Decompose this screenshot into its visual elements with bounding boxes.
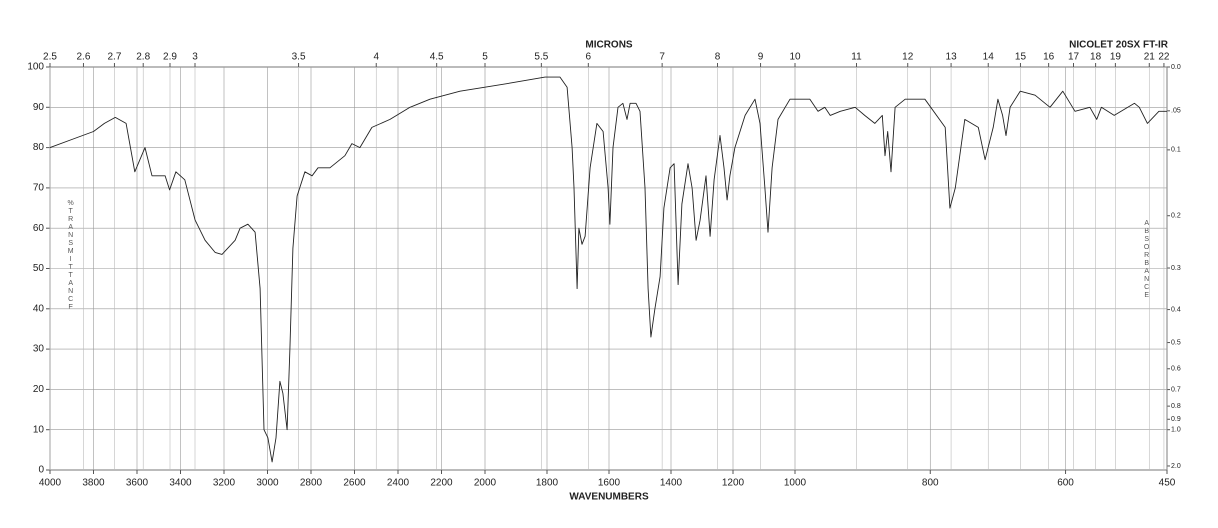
micron-tick-label: 13: [946, 52, 958, 63]
y-tick-label: 90: [33, 102, 45, 113]
x-tick-label: 1800: [536, 478, 559, 489]
x-tick-label: 800: [922, 478, 939, 489]
y-tick-label: 30: [33, 344, 45, 355]
x-tick-label: 3400: [169, 478, 192, 489]
micron-tick-label: 16: [1043, 52, 1055, 63]
x-tick-label: 2800: [300, 478, 323, 489]
y-tick-label: 20: [33, 384, 45, 395]
y2-tick-label: 0.7: [1171, 386, 1181, 393]
micron-tick-label: 2.8: [136, 52, 150, 63]
x-axis-label: WAVENUMBERS: [569, 492, 649, 503]
y-tick-label: 0: [38, 465, 44, 476]
y2-tick-label: 0.6: [1171, 366, 1181, 373]
y-axis-label: %TRANSMITTANCE: [67, 200, 74, 312]
y-tick-label: 50: [33, 263, 45, 274]
y2-tick-label: 0.1: [1171, 147, 1181, 154]
y-tick-label: 40: [33, 303, 45, 314]
micron-tick-label: 2.9: [163, 52, 177, 63]
y2-tick-label: 2.0: [1171, 463, 1181, 470]
y-tick-label: 10: [33, 424, 45, 435]
y2-tick-label: 0.0: [1171, 64, 1181, 71]
micron-tick-label: 14: [983, 52, 995, 63]
micron-tick-label: 10: [789, 52, 801, 63]
micron-tick-label: 18: [1090, 52, 1102, 63]
x-tick-label: 1600: [598, 478, 621, 489]
micron-tick-label: 2.6: [77, 52, 91, 63]
y-tick-label: 60: [33, 223, 45, 234]
micron-tick-label: 9: [758, 52, 764, 63]
y2-tick-label: 0.2: [1171, 213, 1181, 220]
micron-tick-label: 22: [1158, 52, 1170, 63]
micron-tick-label: 11: [851, 52, 862, 63]
x-tick-label: 4000: [39, 478, 62, 489]
y-tick-label: 70: [33, 183, 45, 194]
micron-tick-label: 12: [902, 52, 914, 63]
micron-tick-label: 4.5: [430, 52, 444, 63]
y-tick-label: 80: [33, 142, 45, 153]
micron-tick-label: 4: [373, 52, 379, 63]
y2-axis-label: ABSORBANCE: [1143, 220, 1150, 300]
micron-tick-label: 3.5: [292, 52, 306, 63]
x-tick-label: 1200: [722, 478, 745, 489]
x-tick-label: 2200: [430, 478, 453, 489]
micron-tick-label: 15: [1015, 52, 1027, 63]
micron-tick-label: 19: [1110, 52, 1122, 63]
y2-tick-label: 0.5: [1171, 339, 1181, 346]
y2-tick-label: 1.0: [1171, 427, 1181, 434]
spectrum-line: [49, 76, 1167, 463]
x-tick-label: 2000: [474, 478, 497, 489]
micron-tick-label: 5.5: [534, 52, 548, 63]
x-tick-label: 3800: [82, 478, 105, 489]
micron-tick-label: 7: [659, 52, 665, 63]
micron-tick-label: 5: [482, 52, 488, 63]
x-tick-label: 3000: [256, 478, 279, 489]
y-tick-label: 100: [27, 62, 44, 73]
micron-tick-label: 6: [586, 52, 592, 63]
micron-tick-label: 2.7: [107, 52, 121, 63]
y2-tick-label: 0.3: [1171, 265, 1181, 272]
x-tick-label: 600: [1057, 478, 1074, 489]
micron-tick-label: 2.5: [43, 52, 57, 63]
micron-tick-label: 17: [1068, 52, 1080, 63]
x-tick-label: 3200: [213, 478, 236, 489]
x-tick-label: 1400: [660, 478, 683, 489]
micron-tick-label: 3: [192, 52, 198, 63]
chart-subtitle: NICOLET 20SX FT-IR: [1069, 40, 1169, 51]
x-tick-label: 450: [1159, 478, 1176, 489]
micron-tick-label: 8: [715, 52, 721, 63]
y2-tick-label: 0.9: [1171, 416, 1181, 423]
x-tick-label: 3600: [126, 478, 149, 489]
y2-tick-label: 0.4: [1171, 306, 1181, 313]
x-tick-label: 1000: [784, 478, 807, 489]
y2-tick-label: 0.8: [1171, 403, 1181, 410]
x-tick-label: 2400: [387, 478, 410, 489]
micron-tick-label: 21: [1144, 52, 1156, 63]
y2-tick-label: .05: [1171, 108, 1181, 115]
chart-title: MICRONS: [585, 40, 633, 51]
x-tick-label: 2600: [343, 478, 366, 489]
